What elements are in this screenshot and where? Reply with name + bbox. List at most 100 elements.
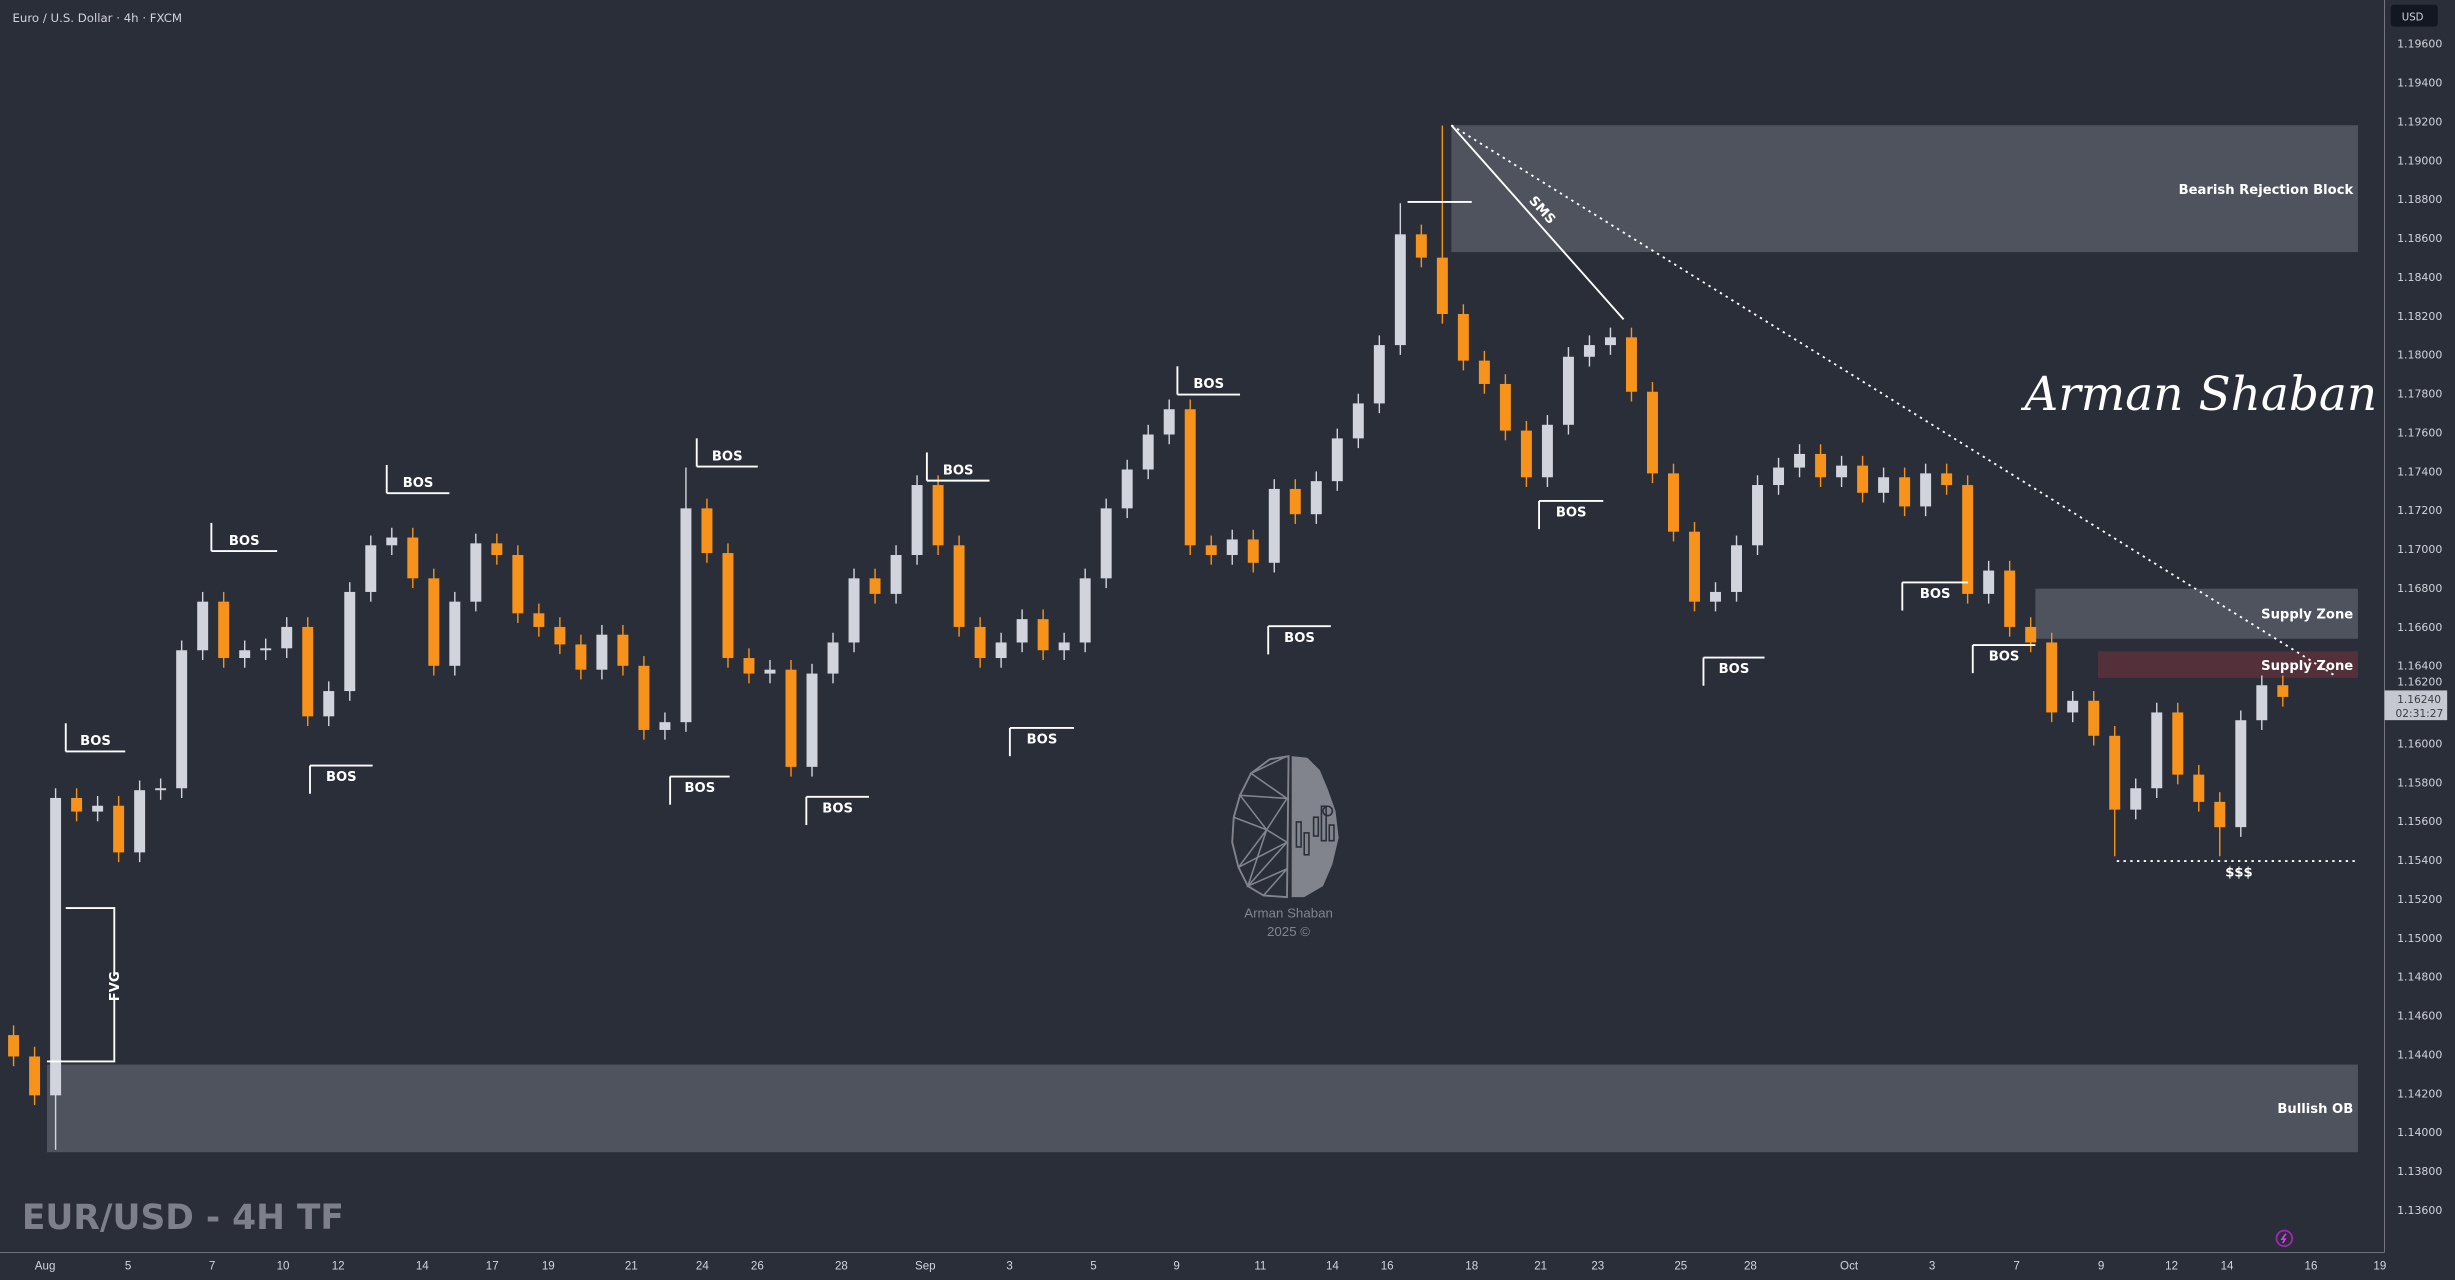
- candle: [1310, 471, 1322, 524]
- candle-body: [1037, 619, 1049, 651]
- supply-zone-upper[interactable]: [2035, 588, 2358, 639]
- candle: [1247, 529, 1259, 573]
- time-tick-label: 11: [1254, 1261, 1266, 1273]
- candle: [1668, 463, 1679, 542]
- candle: [470, 533, 482, 612]
- candle-body: [764, 669, 776, 674]
- candle-body: [1562, 356, 1574, 425]
- candle: [1541, 415, 1553, 487]
- candle: [344, 582, 356, 701]
- lightning-icon[interactable]: [2275, 1229, 2294, 1248]
- candle-body: [827, 642, 839, 674]
- candle: [71, 788, 83, 822]
- candle-countdown: 02:31:27: [2396, 707, 2444, 720]
- price-tick-label: 1.17600: [2397, 426, 2442, 439]
- candle-body: [1625, 337, 1637, 392]
- signature: Arman Shaban: [2020, 367, 2377, 422]
- zone-label-bullish-ob: Bullish OB: [2277, 1102, 2353, 1117]
- time-axis[interactable]: [0, 1252, 2455, 1280]
- bos-label: BOS: [1556, 506, 1587, 521]
- time-tick-label: Aug: [35, 1261, 56, 1273]
- candle: [701, 498, 713, 563]
- bos-label: BOS: [403, 476, 434, 491]
- time-tick-label: 5: [125, 1261, 131, 1273]
- bearish-rejection-block-zone[interactable]: [1451, 125, 2358, 253]
- candle-body: [2025, 626, 2037, 643]
- price-tick-label: 1.14600: [2397, 1010, 2442, 1023]
- candle: [2151, 702, 2163, 798]
- sms-line[interactable]: [1450, 124, 1625, 320]
- candle: [1436, 125, 1448, 324]
- time-tick-label: 18: [1465, 1261, 1478, 1273]
- price-tick-label: 1.13600: [2397, 1204, 2442, 1217]
- candle-body: [785, 669, 797, 767]
- time-tick-label: Sep: [915, 1261, 936, 1273]
- candle-body: [617, 634, 629, 666]
- candle: [2193, 764, 2205, 812]
- price-tick-label: 1.14200: [2397, 1087, 2442, 1100]
- candle: [1121, 459, 1133, 519]
- candle-body: [1373, 345, 1385, 404]
- candle: [743, 648, 755, 684]
- candle-body: [344, 591, 356, 692]
- candle: [428, 568, 440, 676]
- candle: [1331, 428, 1343, 491]
- candle-body: [974, 626, 986, 659]
- candle: [953, 535, 965, 637]
- currency-button[interactable]: [2390, 4, 2438, 27]
- time-tick-label: 26: [751, 1261, 764, 1273]
- candle: [1773, 457, 1785, 495]
- price-tick-label: 1.14000: [2397, 1126, 2442, 1139]
- time-tick-label: 17: [486, 1261, 499, 1273]
- candle: [2214, 792, 2226, 857]
- price-tick-label: 1.18600: [2397, 232, 2442, 245]
- candle-body: [932, 485, 944, 546]
- candle: [1920, 463, 1932, 517]
- price-tick-label: 1.14400: [2397, 1048, 2442, 1061]
- candle: [155, 778, 167, 800]
- candle: [680, 467, 692, 732]
- candle: [1983, 560, 1995, 604]
- price-tick-label: 1.17400: [2397, 465, 2442, 478]
- candle-body: [995, 642, 1007, 659]
- candle-body: [1920, 473, 1932, 507]
- candle-body: [1205, 545, 1217, 556]
- candle: [2046, 632, 2058, 723]
- bos-label: BOS: [1920, 587, 1951, 602]
- candle-body: [302, 626, 314, 717]
- fvg-bracket[interactable]: [46, 907, 116, 1063]
- candle-body: [596, 634, 608, 670]
- supply-zone-lower[interactable]: [2098, 651, 2358, 678]
- price-axis[interactable]: [2384, 0, 2455, 1253]
- candle: [2172, 702, 2184, 785]
- price-tick-label: 1.19200: [2397, 115, 2442, 128]
- candle-body: [1016, 619, 1028, 643]
- candle: [1373, 335, 1385, 414]
- candle-body: [890, 555, 902, 594]
- candle-body: [1079, 578, 1091, 643]
- candle-body: [260, 648, 272, 651]
- candle: [1962, 475, 1974, 604]
- candle: [1731, 535, 1743, 602]
- candle: [764, 659, 776, 684]
- candle: [1163, 399, 1175, 445]
- logo-year: 2025 ©: [1267, 924, 1310, 939]
- price-tick-label: 1.16400: [2397, 660, 2442, 673]
- candle: [1878, 467, 1890, 503]
- bullish-ob-zone[interactable]: [46, 1064, 2358, 1153]
- candle-body: [1184, 409, 1196, 546]
- price-tick-label: 1.18000: [2397, 349, 2442, 362]
- last-price: 1.16240: [2397, 693, 2441, 706]
- candle: [995, 632, 1007, 668]
- bos-label: BOS: [1719, 662, 1750, 677]
- candle: [260, 638, 272, 660]
- candle: [1625, 327, 1637, 402]
- candle-body: [176, 650, 188, 789]
- price-tick-label: 1.19400: [2397, 77, 2442, 90]
- candle-body: [1815, 453, 1827, 478]
- bos-label: BOS: [326, 770, 357, 785]
- bos-label: BOS: [712, 449, 743, 464]
- trendline-dotted[interactable]: [1450, 124, 2337, 678]
- candle: [1037, 609, 1049, 660]
